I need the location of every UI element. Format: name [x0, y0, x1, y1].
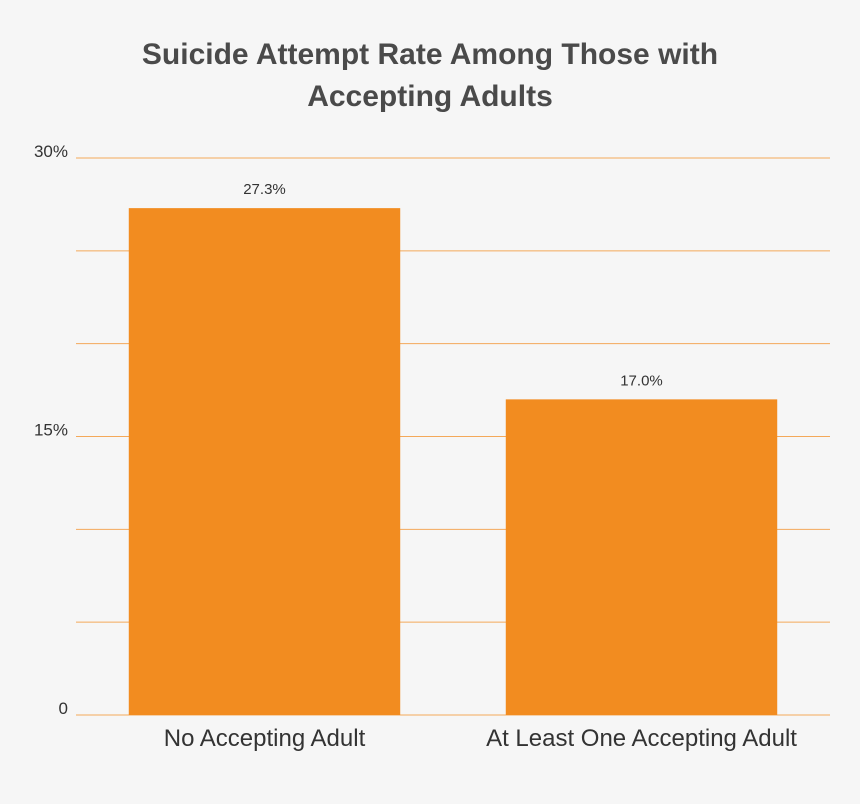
bar-1: [505, 399, 778, 715]
chart-title-line-2: Accepting Adults: [307, 80, 553, 113]
data-label-0: 27.3%: [243, 181, 286, 198]
y-tick-label-1: 15%: [34, 421, 68, 440]
y-tick-label-0: 0: [59, 699, 68, 718]
y-axis-ticks: 0 15% 30%: [34, 142, 68, 718]
data-labels: 27.3% 17.0%: [243, 181, 663, 389]
x-axis-categories: No Accepting Adult At Least One Accepting…: [164, 725, 798, 752]
bar-0: [128, 208, 401, 715]
category-label-1: At Least One Accepting Adult: [486, 725, 797, 752]
data-label-1: 17.0%: [620, 372, 663, 389]
chart-title-line-1: Suicide Attempt Rate Among Those with: [141, 38, 719, 71]
category-label-0: No Accepting Adult: [164, 725, 366, 752]
bars: [128, 208, 778, 715]
chart-title: Suicide Attempt Rate Among Those with Ac…: [0, 34, 860, 118]
y-tick-label-2: 30%: [34, 142, 68, 161]
